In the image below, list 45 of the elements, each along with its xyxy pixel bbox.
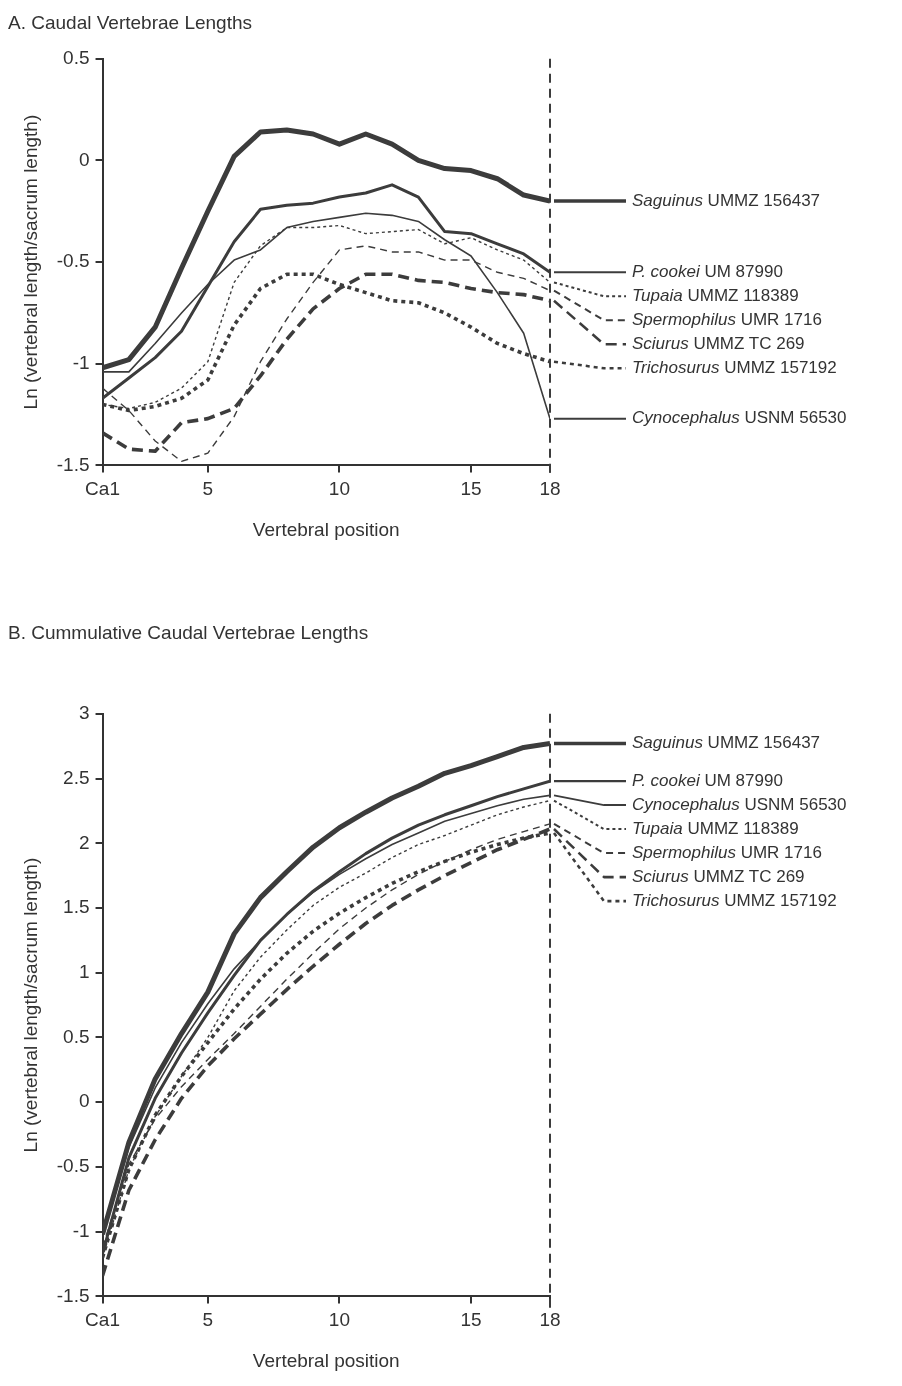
chart-title: A. Caudal Vertebrae Lengths xyxy=(8,11,253,33)
y-tick-label: 2.5 xyxy=(63,766,90,788)
y-axis-title: Ln (vertebral length/sacrum length) xyxy=(19,857,41,1153)
x-tick-label: Ca1 xyxy=(85,478,120,500)
y-tick-label: 0 xyxy=(78,148,90,170)
x-tick-label: 10 xyxy=(328,478,350,500)
y-axis-title: Ln (vertebral length/sacrum length) xyxy=(19,114,41,410)
legend-label: Saguinus UMMZ 156437 xyxy=(632,190,821,210)
y-tick-label: 1.5 xyxy=(63,896,90,918)
y-tick-label: -1 xyxy=(72,1219,90,1241)
x-tick-label: 15 xyxy=(460,478,482,500)
y-tick-label: -1.5 xyxy=(56,453,90,475)
x-tick-label: 18 xyxy=(539,478,561,500)
x-tick-label: 15 xyxy=(460,1309,482,1331)
x-tick-label: 18 xyxy=(539,1309,561,1331)
text: Sciurus UMMZ TC 269 xyxy=(632,333,805,353)
x-tick-label: Ca1 xyxy=(85,1309,120,1331)
text: Sciurus UMMZ TC 269 xyxy=(632,866,805,886)
y-tick-label: -1 xyxy=(72,351,90,373)
x-tick-label: 10 xyxy=(328,1309,350,1331)
text: Spermophilus UMR 1716 xyxy=(632,309,822,329)
legend-label: Cynocephalus USNM 56530 xyxy=(632,794,847,814)
legend-label: Tupaia UMMZ 118389 xyxy=(632,818,799,838)
legend-label: P. cookei UM 87990 xyxy=(632,770,783,790)
y-tick-label: 0.5 xyxy=(63,1025,90,1047)
y-tick-label: 0 xyxy=(78,1090,90,1112)
legend-label: P. cookei UM 87990 xyxy=(632,261,783,281)
legend-label: Cynocephalus USNM 56530 xyxy=(632,408,847,428)
x-tick-label: 5 xyxy=(202,478,214,500)
x-axis-title: Vertebral position xyxy=(252,518,400,540)
text: Trichosurus UMMZ 157192 xyxy=(632,890,837,910)
y-tick-label: -0.5 xyxy=(56,250,90,272)
y-tick-label: 1 xyxy=(78,960,90,982)
y-tick-label: 2 xyxy=(78,831,90,853)
y-tick-label: -0.5 xyxy=(56,1155,90,1177)
legend-label: Tupaia UMMZ 118389 xyxy=(632,285,799,305)
x-axis-title: Vertebral position xyxy=(252,1349,400,1371)
legend-label: Trichosurus UMMZ 157192 xyxy=(632,357,837,377)
text: Spermophilus UMR 1716 xyxy=(632,842,822,862)
x-tick-label: 5 xyxy=(202,1309,214,1331)
chart-title: B. Cummulative Caudal Vertebrae Lengths xyxy=(8,621,369,643)
y-tick-label: -1.5 xyxy=(56,1284,90,1306)
y-tick-label: 3 xyxy=(78,702,90,724)
y-tick-label: 0.5 xyxy=(63,47,90,69)
legend-label: Saguinus UMMZ 156437 xyxy=(632,733,821,753)
